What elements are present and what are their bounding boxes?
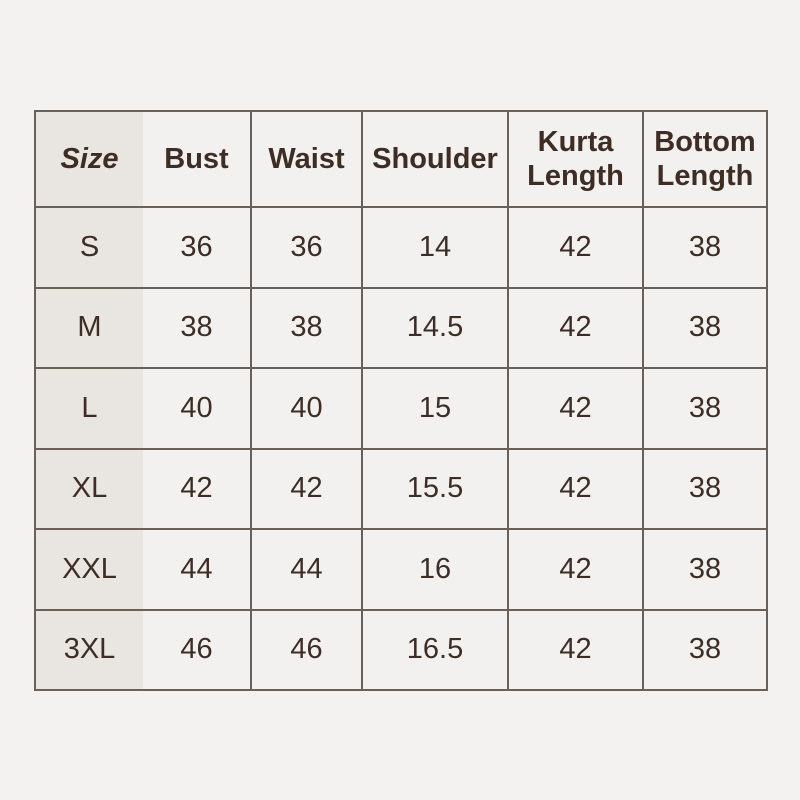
header-cell-kurta-length: Kurta Length bbox=[507, 110, 644, 208]
cell-s-shoulder: 14 bbox=[361, 206, 509, 289]
table-row-3xl: 3XL 46 46 16.5 42 38 bbox=[34, 608, 768, 691]
cell-m-bust: 38 bbox=[143, 286, 252, 369]
cell-m-shoulder: 14.5 bbox=[361, 286, 509, 369]
cell-xl-shoulder: 15.5 bbox=[361, 447, 509, 530]
cell-xxl-waist: 44 bbox=[250, 528, 363, 611]
cell-l-size: L bbox=[34, 367, 143, 450]
table-row-l: L 40 40 15 42 38 bbox=[34, 367, 768, 450]
cell-3xl-kurta-length: 42 bbox=[507, 608, 644, 691]
cell-l-kurta-length: 42 bbox=[507, 367, 644, 450]
header-cell-bottom-length: Bottom Length bbox=[642, 110, 768, 208]
header-row: Size Bust Waist Shoulder Kurta Length Bottom … bbox=[34, 110, 768, 208]
header-cell-waist: Waist bbox=[250, 110, 363, 208]
cell-m-kurta-length: 42 bbox=[507, 286, 644, 369]
header-cell-bust: Bust bbox=[143, 110, 252, 208]
cell-m-size: M bbox=[34, 286, 143, 369]
table-row-xxl: XXL 44 44 16 42 38 bbox=[34, 528, 768, 611]
cell-3xl-bottom-length: 38 bbox=[642, 608, 768, 691]
cell-l-bottom-length: 38 bbox=[642, 367, 768, 450]
table-row-m: M 38 38 14.5 42 38 bbox=[34, 286, 768, 369]
size-chart: Size Bust Waist Shoulder Kurta Length Bottom … bbox=[34, 110, 768, 691]
cell-xxl-kurta-length: 42 bbox=[507, 528, 644, 611]
cell-m-waist: 38 bbox=[250, 286, 363, 369]
cell-s-size: S bbox=[34, 206, 143, 289]
cell-l-bust: 40 bbox=[143, 367, 252, 450]
cell-xxl-bust: 44 bbox=[143, 528, 252, 611]
cell-xl-size: XL bbox=[34, 447, 143, 530]
size-chart-table: Size Bust Waist Shoulder Kurta Length Bottom … bbox=[34, 110, 768, 691]
cell-xl-bottom-length: 38 bbox=[642, 447, 768, 530]
header-cell-shoulder: Shoulder bbox=[361, 110, 509, 208]
cell-s-kurta-length: 42 bbox=[507, 206, 644, 289]
cell-xxl-bottom-length: 38 bbox=[642, 528, 768, 611]
cell-3xl-waist: 46 bbox=[250, 608, 363, 691]
cell-xl-waist: 42 bbox=[250, 447, 363, 530]
cell-xxl-size: XXL bbox=[34, 528, 143, 611]
cell-l-waist: 40 bbox=[250, 367, 363, 450]
cell-xxl-shoulder: 16 bbox=[361, 528, 509, 611]
cell-l-shoulder: 15 bbox=[361, 367, 509, 450]
cell-3xl-bust: 46 bbox=[143, 608, 252, 691]
cell-s-bust: 36 bbox=[143, 206, 252, 289]
table-row-xl: XL 42 42 15.5 42 38 bbox=[34, 447, 768, 530]
header-cell-size: Size bbox=[34, 110, 143, 208]
cell-m-bottom-length: 38 bbox=[642, 286, 768, 369]
cell-s-waist: 36 bbox=[250, 206, 363, 289]
cell-xl-bust: 42 bbox=[143, 447, 252, 530]
table-row-s: S 36 36 14 42 38 bbox=[34, 206, 768, 289]
cell-3xl-shoulder: 16.5 bbox=[361, 608, 509, 691]
cell-3xl-size: 3XL bbox=[34, 608, 143, 691]
size-chart-body: S 36 36 14 42 38 M 38 38 14.5 42 38 L 40 40 15 42 38 XL 42 4… bbox=[34, 206, 768, 691]
cell-s-bottom-length: 38 bbox=[642, 206, 768, 289]
cell-xl-kurta-length: 42 bbox=[507, 447, 644, 530]
